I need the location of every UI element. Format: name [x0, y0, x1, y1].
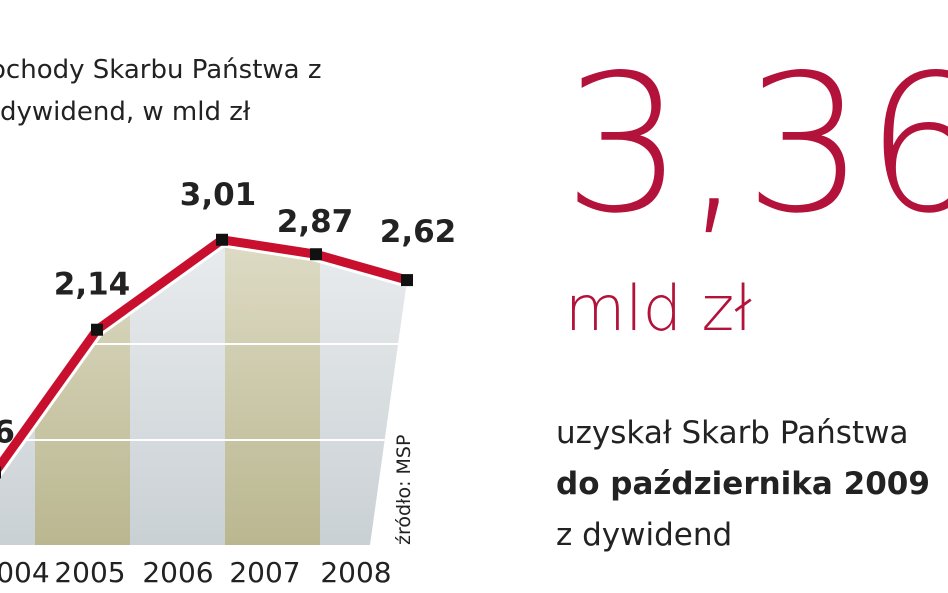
- marker: [216, 233, 228, 246]
- chart-subtitle: dywidend, w mld zł: [0, 97, 251, 127]
- data-label: 2,14: [54, 267, 131, 303]
- highlight-line: do października 2009: [556, 466, 930, 502]
- marker: [0, 466, 1, 479]
- highlight-unit: mld zł: [565, 272, 752, 345]
- highlight-line: z dywidend: [556, 517, 732, 553]
- marker: [310, 248, 322, 261]
- data-label: 2,62: [380, 214, 457, 250]
- data-label: 2,87: [277, 204, 354, 240]
- data-label: 3,01: [180, 177, 257, 213]
- x-tick-label: 2007: [229, 556, 300, 589]
- marker: [401, 274, 413, 287]
- marker: [91, 323, 103, 336]
- x-tick-label: 2005: [54, 556, 125, 589]
- highlight-value: 3,36: [563, 34, 948, 255]
- source: źródło: MSP: [393, 435, 415, 545]
- x-tick-label: 2006: [142, 556, 213, 589]
- data-label: 0,76: [0, 414, 15, 450]
- chart: 0,76 2004 2,14 2005 3,01 2006 2,87 2007 2,62 2008: [0, 177, 456, 589]
- chart-title: Dochody Skarbu Państwa z: [0, 55, 322, 85]
- highlight-line: uzyskał Skarb Państwa: [556, 415, 908, 451]
- x-tick-label: 2008: [320, 556, 391, 589]
- x-tick-label: 2004: [0, 556, 50, 589]
